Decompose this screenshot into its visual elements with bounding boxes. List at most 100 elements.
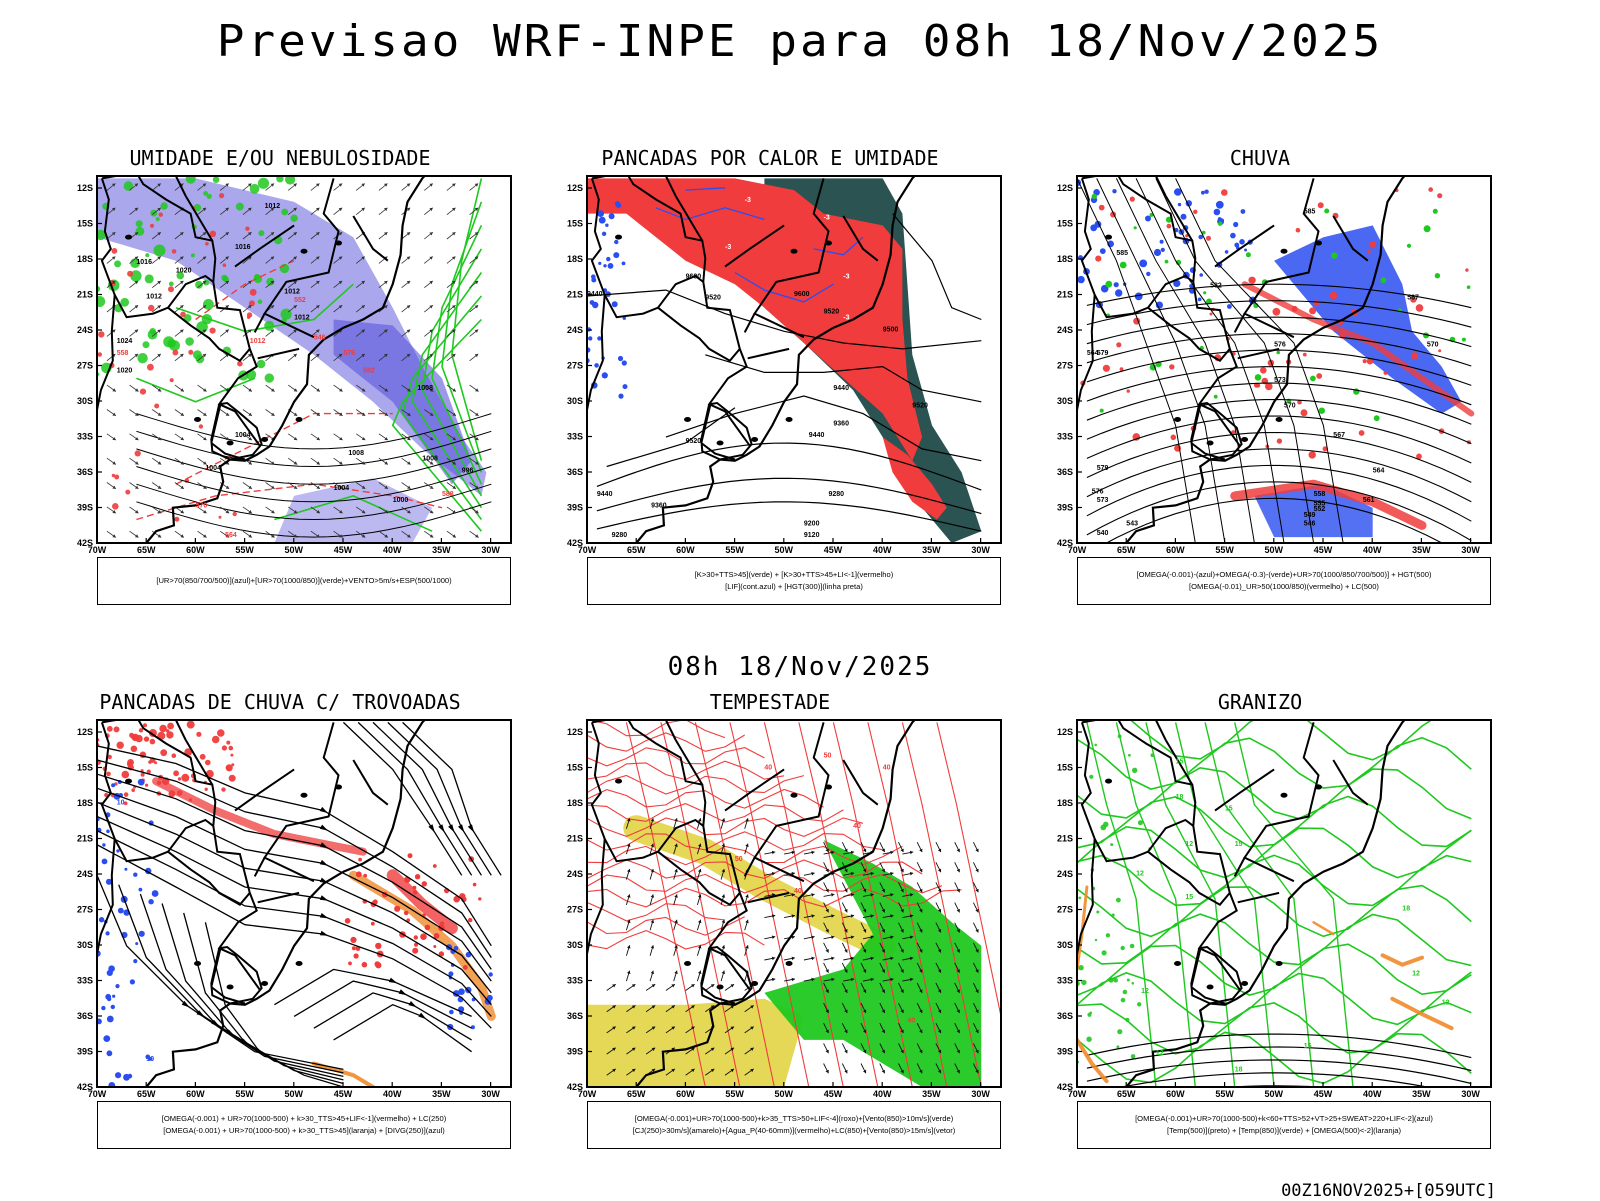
contour-label: 1012 (146, 293, 162, 300)
lat-tick-label: 15S (77, 763, 93, 773)
panel-tempestade: TEMPESTADE 40 50 40 40 50 40 40 12S 15S 18S 21S 24S 2… (535, 690, 1005, 1170)
contour-label: 50 (735, 856, 743, 863)
lat-tick-label: 30S (1057, 396, 1073, 406)
contour-label: 9520 (824, 309, 840, 316)
lat-tick-label: 27S (567, 361, 583, 371)
lat-tick-label: 39S (1057, 503, 1073, 513)
lon-tick-label: 50W (775, 545, 794, 555)
lon-tick-label: 35W (1412, 1089, 1431, 1099)
lat-tick-label: 42S (567, 1082, 583, 1092)
contour-label: 12 (1156, 1050, 1164, 1057)
contour-label: 576 (1092, 489, 1104, 496)
lon-tick-label: 35W (432, 1089, 451, 1099)
contour-label: 585 (1304, 209, 1316, 216)
panel-umidade: UMIDADE E/OU NEBULOSIDADE 1012 1016 1012 102… (45, 146, 515, 626)
lat-tick-label: 24S (1057, 325, 1073, 335)
panel-title: PANCADAS DE CHUVA C/ TROVOADAS (99, 690, 461, 714)
lat-tick-label: 27S (77, 361, 93, 371)
lat-tick-label: 36S (77, 1011, 93, 1021)
contour-label: 570 (1284, 403, 1296, 410)
contour-label: 9360 (833, 420, 849, 427)
contour-label: 546 (1304, 520, 1316, 527)
map-frame (586, 175, 1002, 544)
contour-label: 567 (1407, 295, 1419, 302)
lat-tick-label: 12S (77, 183, 93, 193)
lat-tick-label: 24S (567, 325, 583, 335)
lon-tick-label: 50W (1265, 1089, 1284, 1099)
contour-label: 1020 (117, 367, 133, 374)
lon-tick-label: 50W (285, 1089, 304, 1099)
contour-label: 9200 (804, 520, 820, 527)
contour-label: 1024 (117, 338, 133, 345)
lon-tick-label: 70W (578, 1089, 597, 1099)
lat-tick-label: 33S (1057, 976, 1073, 986)
contour-label: 12 (1185, 841, 1193, 848)
lat-tick-label: 33S (77, 976, 93, 986)
contour-label: 9440 (597, 491, 613, 498)
panel-title: CHUVA (1229, 146, 1291, 170)
contour-label: 1008 (417, 385, 433, 392)
forecast-map: 10 10 12S 15S 18S 21S 24S 27S 30S 33S 36S 39S 42S70W… (77, 719, 512, 1099)
lat-tick-label: 18S (77, 254, 93, 264)
contour-label: 1012 (294, 315, 310, 322)
lon-tick-label: 70W (88, 1089, 107, 1099)
lon-tick-label: 70W (88, 545, 107, 555)
lon-tick-label: 40W (1363, 1089, 1382, 1099)
contour-label: 1004 (205, 465, 221, 472)
contour-label: 15 (1225, 806, 1233, 813)
lon-tick-label: 35W (1412, 545, 1431, 555)
lon-tick-label: 60W (186, 1089, 205, 1099)
panel-granizo: GRANIZO 15 15 12 15 18 12 15 12 12 15 18 18 12 12 12S 15… (1025, 690, 1495, 1170)
lon-tick-label: 60W (186, 545, 205, 555)
lon-tick-label: 35W (922, 545, 941, 555)
contour-label: 582 (363, 367, 375, 374)
lat-tick-label: 15S (1057, 219, 1073, 229)
contour-label: 40 (764, 764, 772, 771)
contour-label: -3 (843, 273, 849, 280)
lat-tick-label: 18S (77, 798, 93, 808)
lon-tick-label: 55W (235, 1089, 254, 1099)
lat-tick-label: 39S (77, 503, 93, 513)
contour-label: 15 (1235, 841, 1243, 848)
lat-tick-label: 42S (567, 538, 583, 548)
contour-label: 549 (1304, 512, 1316, 519)
lon-tick-label: 35W (922, 1089, 941, 1099)
lat-tick-label: 39S (1057, 1047, 1073, 1057)
panel-legend: [UR>70(850/700/500)](azul)+[UR>70(1000/8… (97, 557, 511, 605)
lon-tick-label: 65W (627, 1089, 646, 1099)
legend-line: [OMEGA(-0.001)+UR>70(1000-500)+k>35_TTS>… (634, 1114, 954, 1123)
lon-tick-label: 60W (676, 1089, 695, 1099)
lat-tick-label: 27S (77, 905, 93, 915)
lat-tick-label: 21S (567, 834, 583, 844)
panel-pancadas-calor: PANCADAS POR CALOR E UMIDADE 9600 9520 9440… (535, 146, 1005, 626)
lon-tick-label: 65W (137, 1089, 156, 1099)
contour-label: 558 (117, 350, 129, 357)
legend-line: [OMEGA(-0.001) + UR>70(1000-500) + k>30_… (161, 1114, 447, 1123)
contour-label: 9280 (829, 491, 845, 498)
panel-title: TEMPESTADE (709, 690, 831, 714)
contour-label: -3 (843, 315, 849, 322)
contour-label: 552 (294, 297, 306, 304)
lon-tick-label: 40W (873, 1089, 892, 1099)
lon-tick-label: 45W (824, 1089, 843, 1099)
lat-tick-label: 27S (1057, 361, 1073, 371)
forecast-map: 9600 9520 9440 9600 9520 9500 9440 9360 9440 9520… (567, 175, 1002, 555)
lat-tick-label: 42S (1057, 1082, 1073, 1092)
lat-tick-label: 21S (567, 290, 583, 300)
lat-tick-label: 42S (1057, 538, 1073, 548)
lon-tick-label: 30W (971, 1089, 990, 1099)
panel-title: UMIDADE E/OU NEBULOSIDADE (129, 146, 431, 170)
lon-tick-label: 30W (481, 545, 500, 555)
panel-legend: [OMEGA(-0.001)+UR>70(1000-500)+k<60+TTS>… (1077, 1101, 1491, 1149)
lon-tick-label: 45W (334, 1089, 353, 1099)
lat-tick-label: 21S (77, 290, 93, 300)
lon-tick-label: 45W (1314, 545, 1333, 555)
contour-label: 9520 (686, 438, 702, 445)
lat-tick-label: 36S (1057, 1011, 1073, 1021)
panel-legend: [OMEGA(-0.001)+UR>70(1000-500)+k>35_TTS>… (587, 1101, 1001, 1149)
panel-legend: [K>30+TTS>45](verde) + [K>30+TTS>45+LI<-… (587, 557, 1001, 605)
lat-tick-label: 24S (567, 869, 583, 879)
contour-label: 15 (1176, 759, 1184, 766)
lat-tick-label: 39S (567, 503, 583, 513)
contour-label: 576 (1274, 342, 1286, 349)
